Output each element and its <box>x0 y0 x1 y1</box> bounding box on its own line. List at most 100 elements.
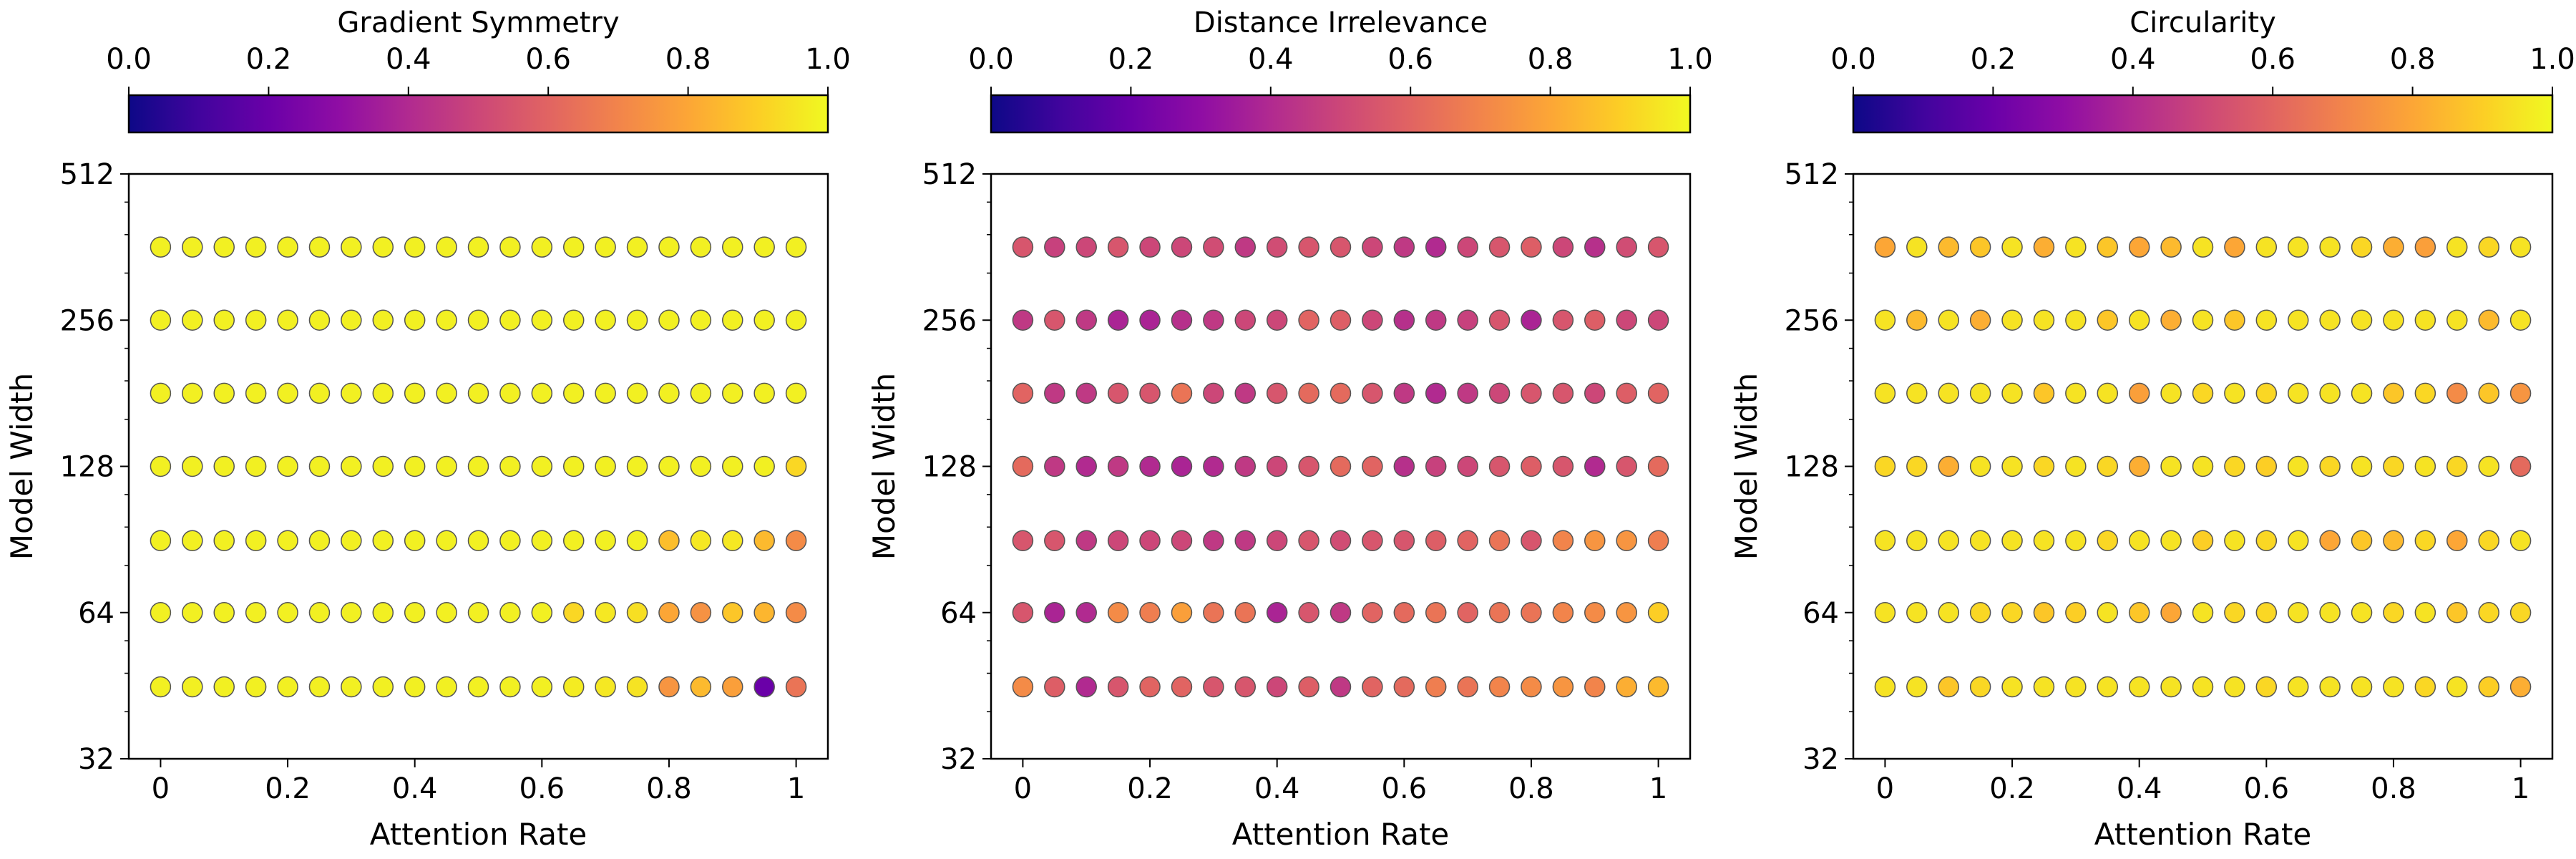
data-point <box>1425 309 1447 331</box>
colorbar-tick-label: 0.4 <box>2110 43 2156 76</box>
data-point <box>1488 236 1511 258</box>
data-point <box>1362 530 1383 552</box>
data-point <box>658 236 680 258</box>
data-point <box>1139 309 1161 331</box>
data-point <box>499 602 521 623</box>
data-point <box>1521 455 1542 477</box>
y-axis-label: Model Width <box>1729 373 1764 560</box>
data-point <box>2509 309 2532 331</box>
data-point <box>182 676 203 698</box>
data-point <box>626 676 648 698</box>
y-tick-label: 256 <box>60 304 114 337</box>
data-point <box>1330 236 1352 258</box>
data-point <box>1139 455 1161 477</box>
data-point <box>2287 382 2309 404</box>
data-point <box>1330 455 1352 477</box>
colorbar-tick-label: 0.0 <box>968 43 1014 76</box>
data-point <box>1234 602 1257 623</box>
colorbar-tick-label: 0.4 <box>1248 43 1294 76</box>
data-point <box>2383 602 2404 623</box>
data-point <box>2478 530 2499 552</box>
data-point <box>1647 382 1669 404</box>
data-point <box>1266 455 1288 477</box>
data-point <box>1298 676 1319 698</box>
data-point <box>1330 530 1352 552</box>
data-point <box>182 602 203 623</box>
data-point <box>213 530 235 552</box>
data-point <box>1616 676 1637 698</box>
data-point <box>1362 382 1383 404</box>
data-point <box>658 602 680 623</box>
data-point <box>499 236 521 258</box>
data-point <box>753 382 775 404</box>
data-point <box>2097 309 2119 331</box>
data-point <box>1457 236 1478 258</box>
data-point <box>2319 602 2341 623</box>
data-point <box>1171 530 1193 552</box>
data-point <box>1203 236 1224 258</box>
data-point <box>245 382 267 404</box>
data-point <box>245 530 267 552</box>
data-point <box>213 455 235 477</box>
data-point <box>785 309 807 331</box>
data-point <box>2033 530 2055 552</box>
data-point <box>341 382 362 404</box>
data-point <box>245 236 267 258</box>
data-point <box>1044 530 1065 552</box>
data-point <box>2383 309 2404 331</box>
data-point <box>1203 676 1224 698</box>
data-point <box>1012 676 1034 698</box>
data-point <box>1647 236 1669 258</box>
data-point <box>1457 382 1478 404</box>
data-point <box>436 530 457 552</box>
data-point <box>2351 236 2373 258</box>
data-point <box>1203 455 1224 477</box>
data-point <box>467 455 489 477</box>
y-axis: 32 64 128 256 512 Model Width <box>4 158 129 776</box>
data-point <box>150 455 172 477</box>
data-point <box>595 602 616 623</box>
y-axis-label: Model Width <box>4 373 39 560</box>
data-points <box>150 236 807 698</box>
data-point <box>1874 382 1896 404</box>
y-tick-label: 512 <box>1785 158 1839 191</box>
x-tick-label: 0.4 <box>1254 772 1300 805</box>
data-point <box>1234 676 1257 698</box>
data-point <box>2509 530 2532 552</box>
colorbar-tick-label: 0.8 <box>1528 43 1574 76</box>
data-point <box>2065 676 2087 698</box>
data-point <box>2478 455 2499 477</box>
colorbar-tick-label: 0.0 <box>106 43 152 76</box>
data-point <box>1938 455 1959 477</box>
data-point <box>785 530 807 552</box>
colorbar-tick-label: 0.2 <box>1108 43 1154 76</box>
data-point <box>2224 676 2245 698</box>
colorbar-tick-label: 1.0 <box>805 43 851 76</box>
data-point <box>1874 602 1896 623</box>
data-point <box>1584 602 1606 623</box>
data-point <box>436 676 457 698</box>
y-axis: 32 64 128 256 512 Model Width <box>1729 158 1853 776</box>
data-point <box>2414 309 2436 331</box>
data-point <box>531 602 553 623</box>
data-point <box>2001 530 2023 552</box>
data-point <box>2319 309 2341 331</box>
data-point <box>1171 309 1193 331</box>
data-point <box>1488 309 1511 331</box>
colorbar-title: Gradient Symmetry <box>337 6 619 39</box>
data-point <box>1139 676 1161 698</box>
data-point <box>308 602 331 623</box>
data-point <box>1488 455 1511 477</box>
data-point <box>150 236 172 258</box>
data-point <box>753 236 775 258</box>
x-axis: 0 0.2 0.4 0.6 0.8 1 Attention Rate <box>1876 759 2529 852</box>
data-point <box>341 530 362 552</box>
data-point <box>2097 602 2119 623</box>
data-point <box>1488 382 1511 404</box>
data-point <box>2224 236 2245 258</box>
data-point <box>2192 309 2214 331</box>
data-point <box>308 236 331 258</box>
data-point <box>1552 676 1574 698</box>
data-point <box>2446 236 2468 258</box>
